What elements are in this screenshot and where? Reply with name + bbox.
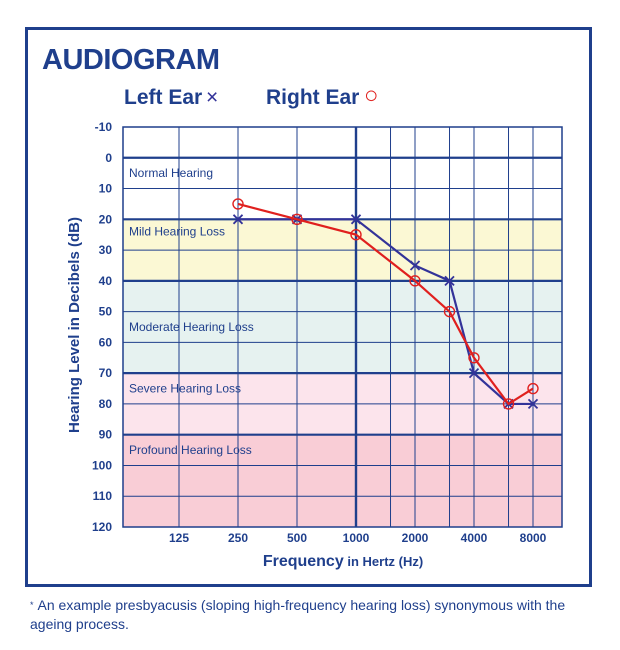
y-tick-label: 40	[99, 274, 113, 288]
legend-left-ear-label: Left Ear	[124, 86, 203, 109]
legend-right-ear-label: Right Ear	[266, 86, 360, 109]
x-tick-labels: 125 250 500 1000 2000 4000 8000	[169, 531, 547, 545]
footnote-mark: *	[30, 600, 34, 610]
y-tick-label: 90	[99, 428, 113, 442]
right-ear-point	[232, 198, 244, 210]
y-tick-label: 60	[99, 335, 113, 349]
grid	[122, 126, 563, 528]
right-ear-point	[443, 305, 456, 318]
x-tick-label: 2000	[402, 531, 429, 545]
x-tick-label: 1000	[343, 531, 370, 545]
y-tick-labels: -10 0 10 20 30 40 50 60 70 80 90 100 110 120	[92, 120, 112, 534]
y-tick-label: 120	[92, 520, 112, 534]
band-label: Severe Hearing Loss	[129, 382, 241, 396]
left-ear-point	[468, 368, 480, 379]
x-tick-label: 8000	[520, 531, 547, 545]
right-ear-point	[291, 213, 303, 226]
x-tick-label: 500	[287, 531, 307, 545]
band-4	[123, 434, 562, 527]
left-ear-point	[444, 275, 455, 286]
y-tick-label: 30	[99, 243, 113, 257]
plot-border	[122, 126, 563, 528]
x-tick-label: 250	[228, 531, 248, 545]
left-ear-point	[350, 214, 362, 225]
chart-title: AUDIOGRAM	[42, 44, 220, 76]
x-axis-label: Frequency in Hertz (Hz)	[263, 553, 423, 570]
right-ear-point	[468, 352, 480, 364]
series-line-left-ear	[238, 218, 533, 406]
y-tick-label: 70	[99, 366, 113, 380]
right-ear-point	[502, 398, 515, 410]
band-label: Normal Hearing	[129, 166, 213, 180]
x-axis-label-main: Frequency	[263, 553, 344, 570]
left-ear-point	[409, 260, 421, 271]
x-tick-label: 4000	[461, 531, 488, 545]
y-tick-label: 100	[92, 458, 112, 472]
legend-left-ear-symbol: ×	[206, 86, 219, 109]
band-label: Profound Hearing Loss	[129, 443, 252, 457]
series	[232, 198, 539, 410]
x-tick-label: 125	[169, 531, 189, 545]
y-tick-label: 20	[99, 212, 113, 226]
right-ear-point	[527, 382, 539, 395]
y-tick-label: 80	[99, 397, 113, 411]
footnote: * An example presbyacusis (sloping high-f…	[30, 596, 590, 634]
footnote-text: An example presbyacusis (sloping high-fr…	[30, 597, 566, 632]
band-labels: Normal Hearing Mild Hearing Loss Moderate …	[129, 166, 254, 457]
y-tick-label: 50	[99, 305, 113, 319]
legend-right-ear-symbol: ○	[364, 82, 379, 109]
band-label: Mild Hearing Loss	[129, 225, 225, 239]
y-tick-label: 0	[105, 151, 112, 165]
band-label: Moderate Hearing Loss	[129, 320, 254, 334]
y-tick-label: 110	[93, 489, 113, 503]
y-axis-label: Hearing Level in Decibels (dB)	[66, 217, 83, 433]
left-ear-point	[232, 214, 244, 225]
left-ear-point	[527, 398, 539, 410]
series-line-right-ear	[237, 202, 534, 406]
band-2	[123, 280, 562, 374]
y-tick-label: 10	[99, 182, 113, 196]
right-ear-point	[350, 228, 362, 241]
right-ear-point	[409, 275, 421, 287]
x-axis-label-suffix: in Hertz (Hz)	[344, 554, 423, 569]
y-tick-label: -10	[95, 120, 113, 134]
